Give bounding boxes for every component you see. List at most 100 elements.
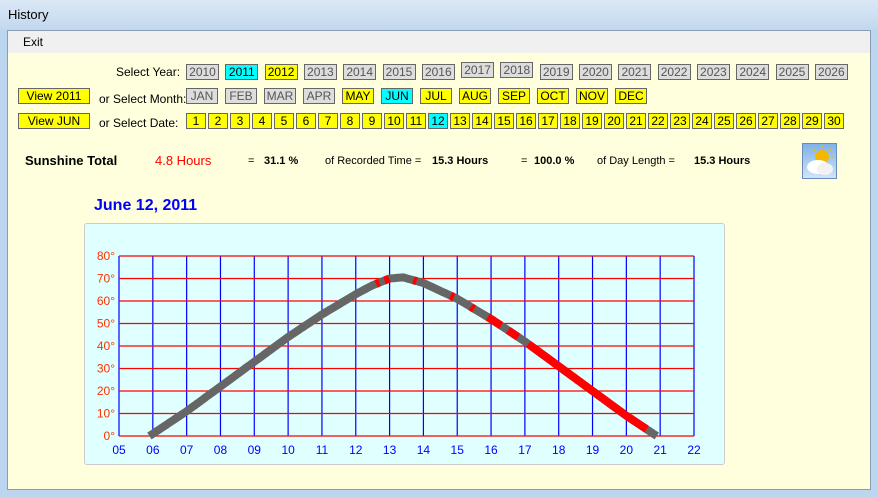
date-button-26[interactable]: 26 — [736, 113, 756, 129]
year-button-2021[interactable]: 2021 — [618, 64, 652, 80]
date-button-16[interactable]: 16 — [516, 113, 536, 129]
x-tick-label: 21 — [653, 443, 667, 457]
date-button-23[interactable]: 23 — [670, 113, 690, 129]
day-hours: 15.3 Hours — [694, 155, 751, 167]
year-button-2013[interactable]: 2013 — [303, 64, 337, 80]
date-button-15[interactable]: 15 — [494, 113, 514, 129]
select-date-label: or Select Date: — [99, 116, 179, 130]
date-button-25[interactable]: 25 — [714, 113, 734, 129]
date-button-30[interactable]: 30 — [824, 113, 844, 129]
date-button-19[interactable]: 19 — [582, 113, 602, 129]
date-button-20[interactable]: 20 — [604, 113, 624, 129]
x-tick-label: 22 — [687, 443, 701, 457]
year-button-2018[interactable]: 2018 — [500, 62, 534, 78]
year-button-2022[interactable]: 2022 — [657, 64, 691, 80]
menu-exit[interactable]: Exit — [23, 35, 44, 49]
month-button-may[interactable]: MAY — [342, 88, 374, 104]
month-button-jul[interactable]: JUL — [420, 88, 452, 104]
view-month-button[interactable]: View JUN — [18, 113, 90, 129]
date-button-4[interactable]: 4 — [252, 113, 272, 129]
y-tick-label: 30° — [97, 362, 115, 376]
pct-recorded: 31.1 % — [264, 155, 299, 167]
month-button-nov[interactable]: NOV — [576, 88, 608, 104]
date-button-14[interactable]: 14 — [472, 113, 492, 129]
history-window: Exit Select Year: or Select Month: or Se… — [7, 30, 871, 490]
y-tick-label: 20° — [97, 384, 115, 398]
date-button-22[interactable]: 22 — [648, 113, 668, 129]
year-button-2011[interactable]: 2011 — [225, 64, 259, 80]
year-button-2023[interactable]: 2023 — [696, 64, 730, 80]
date-button-10[interactable]: 10 — [384, 113, 404, 129]
of-day-label: of Day Length = — [597, 155, 675, 167]
month-button-apr[interactable]: APR — [303, 88, 335, 104]
date-button-21[interactable]: 21 — [626, 113, 646, 129]
x-tick-label: 13 — [383, 443, 397, 457]
date-button-1[interactable]: 1 — [186, 113, 206, 129]
x-tick-label: 19 — [586, 443, 600, 457]
date-button-12[interactable]: 12 — [428, 113, 448, 129]
year-button-2019[interactable]: 2019 — [539, 64, 573, 80]
x-tick-label: 15 — [451, 443, 465, 457]
year-button-2012[interactable]: 2012 — [264, 64, 298, 80]
month-button-aug[interactable]: AUG — [459, 88, 491, 104]
date-button-29[interactable]: 29 — [802, 113, 822, 129]
pct-day: 100.0 % — [534, 155, 575, 167]
year-button-2025[interactable]: 2025 — [775, 64, 809, 80]
year-button-2024[interactable]: 2024 — [736, 64, 770, 80]
view-year-button[interactable]: View 2011 — [18, 88, 90, 104]
month-button-oct[interactable]: OCT — [537, 88, 569, 104]
date-button-6[interactable]: 6 — [296, 113, 316, 129]
year-button-2026[interactable]: 2026 — [814, 64, 848, 80]
x-tick-label: 07 — [180, 443, 194, 457]
date-button-5[interactable]: 5 — [274, 113, 294, 129]
year-button-2015[interactable]: 2015 — [382, 64, 416, 80]
date-button-18[interactable]: 18 — [560, 113, 580, 129]
sunshine-segment — [468, 303, 477, 313]
date-button-24[interactable]: 24 — [692, 113, 712, 129]
date-button-11[interactable]: 11 — [406, 113, 426, 129]
y-tick-label: 80° — [97, 249, 115, 263]
date-button-9[interactable]: 9 — [362, 113, 382, 129]
select-year-label: Select Year: — [116, 65, 181, 79]
x-tick-label: 08 — [214, 443, 228, 457]
x-tick-label: 05 — [112, 443, 126, 457]
month-button-mar[interactable]: MAR — [264, 88, 296, 104]
month-button-jun[interactable]: JUN — [381, 88, 413, 104]
month-button-jan[interactable]: JAN — [186, 88, 218, 104]
chart-panel: 05 06 07 08 09 10 11 12 13 14 15 16 17 18 19 20 21 22 0° 10… — [84, 223, 725, 465]
date-button-7[interactable]: 7 — [318, 113, 338, 129]
month-button-dec[interactable]: DEC — [615, 88, 647, 104]
y-tick-label: 0° — [104, 429, 116, 443]
of-recorded-label: of Recorded Time = — [325, 155, 422, 167]
sunshine-total-label: Sunshine Total — [25, 153, 118, 168]
date-button-8[interactable]: 8 — [340, 113, 360, 129]
year-button-2016[interactable]: 2016 — [421, 64, 455, 80]
date-button-28[interactable]: 28 — [780, 113, 800, 129]
date-button-17[interactable]: 17 — [538, 113, 558, 129]
month-button-feb[interactable]: FEB — [225, 88, 257, 104]
year-button-2020[interactable]: 2020 — [579, 64, 612, 80]
sunshine-segment — [485, 313, 504, 330]
sunshine-segment — [525, 340, 649, 433]
year-button-2017[interactable]: 2017 — [461, 62, 495, 78]
x-tick-label: 11 — [316, 443, 329, 457]
y-tick-label: 60° — [97, 294, 115, 308]
sun-elevation-chart: 05 06 07 08 09 10 11 12 13 14 15 16 17 18 19 20 21 22 0° 10… — [97, 249, 701, 457]
x-tick-label: 16 — [484, 443, 498, 457]
sunshine-segment — [383, 275, 391, 285]
sun-cloud-icon[interactable] — [802, 143, 837, 179]
sunshine-segment — [374, 278, 381, 288]
y-tick-label: 50° — [97, 317, 115, 331]
date-button-27[interactable]: 27 — [758, 113, 778, 129]
year-button-2010[interactable]: 2010 — [186, 64, 219, 80]
sunshine-segment — [505, 326, 521, 341]
select-month-label: or Select Month: — [99, 92, 187, 106]
month-button-sep[interactable]: SEP — [498, 88, 530, 104]
date-button-13[interactable]: 13 — [450, 113, 470, 129]
date-button-2[interactable]: 2 — [208, 113, 228, 129]
date-button-3[interactable]: 3 — [230, 113, 250, 129]
year-button-2014[interactable]: 2014 — [343, 64, 377, 80]
y-tick-label: 70° — [97, 272, 115, 286]
sunshine-segment — [412, 276, 418, 285]
sunshine-hours: 4.8 Hours — [155, 153, 212, 168]
